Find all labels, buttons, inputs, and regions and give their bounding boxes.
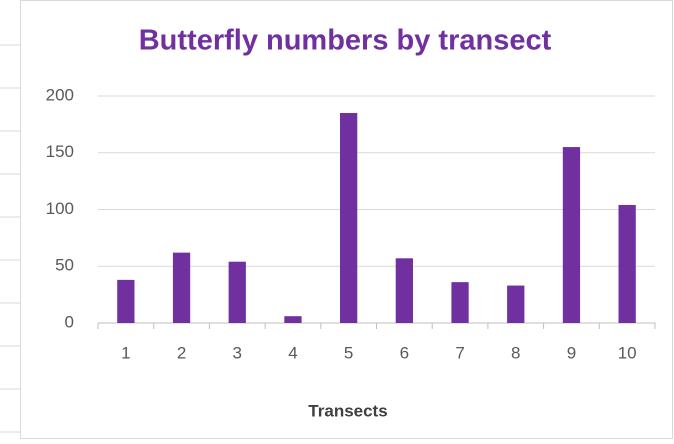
bar	[618, 204, 636, 323]
bar	[340, 113, 358, 324]
x-tick-label: 9	[567, 343, 576, 362]
x-tick-label: 8	[511, 343, 520, 362]
sheet-cells	[0, 44, 20, 433]
x-tick-label: 10	[618, 343, 637, 362]
bar	[395, 258, 413, 323]
x-tick-label: 6	[400, 343, 409, 362]
y-tick-label: 150	[46, 142, 74, 161]
bar	[117, 279, 135, 323]
x-tick-label: 2	[177, 343, 186, 362]
x-axis-title: Transects	[308, 401, 387, 420]
y-tick-label: 50	[55, 256, 74, 275]
bar	[172, 252, 191, 323]
bar	[451, 282, 469, 323]
y-tick-label: 100	[46, 199, 74, 218]
x-tick-label: 5	[344, 343, 353, 362]
bar	[284, 316, 302, 323]
chart-title: Butterfly numbers by transect	[139, 25, 552, 57]
bar	[228, 261, 246, 323]
x-tick-label: 1	[121, 343, 130, 362]
y-tick-label: 200	[46, 85, 74, 104]
y-tick-label: 0	[65, 312, 74, 331]
bar	[507, 285, 525, 323]
x-tick-label: 7	[455, 343, 464, 362]
bar	[562, 147, 581, 323]
x-tick-label: 3	[233, 343, 242, 362]
x-tick-label: 4	[288, 343, 297, 362]
